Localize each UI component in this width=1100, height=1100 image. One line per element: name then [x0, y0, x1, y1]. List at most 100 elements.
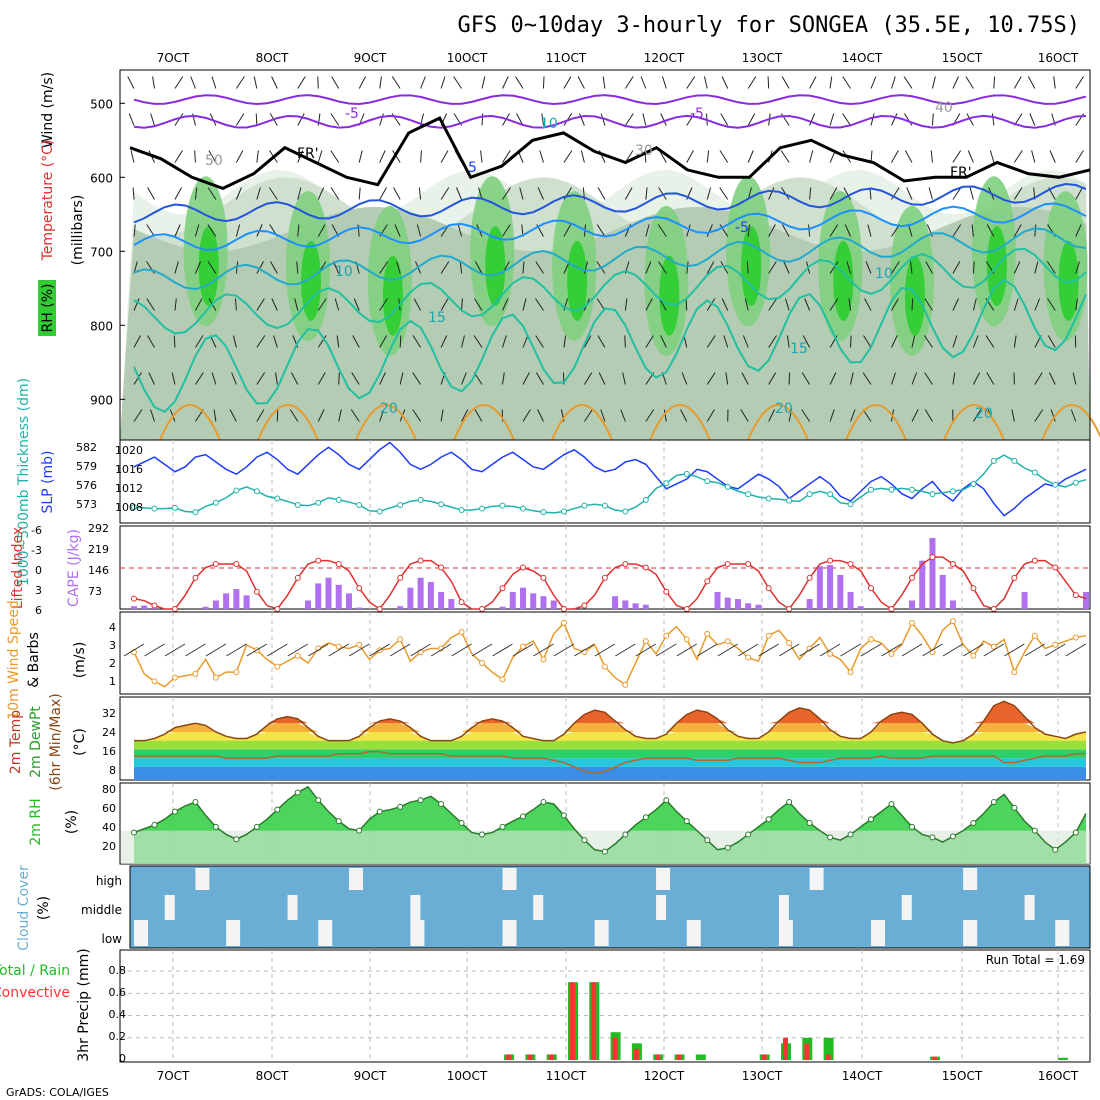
wind-barb [829, 187, 838, 200]
lifted-index-point [315, 557, 322, 564]
wind-barb [174, 261, 179, 274]
date-label-bottom: 14OCT [842, 1069, 883, 1083]
warm-contour [845, 404, 907, 441]
thickness-point [171, 504, 178, 511]
wind-barb-10m [410, 643, 431, 657]
wind-barb [985, 335, 995, 348]
wind-speed-point [151, 678, 158, 685]
cape-bar [315, 583, 322, 609]
wind-barb [502, 224, 511, 237]
wind-speed-point [888, 650, 895, 657]
wind-barb [208, 150, 217, 163]
cape-label: CAPE (J/kg) [66, 529, 82, 607]
cape-bar [1021, 591, 1028, 609]
lifted-index-point [233, 561, 240, 568]
wind-barb [234, 298, 237, 311]
wind-barb [132, 187, 135, 200]
lifted-index-point [970, 585, 977, 592]
wind-barb [911, 372, 918, 385]
wind-barb [474, 409, 483, 422]
wind-barb [174, 298, 177, 311]
li-tick: 0 [35, 564, 42, 577]
wind-barb [624, 187, 633, 200]
rh2m-point [356, 827, 363, 834]
wind-barb-10m [1045, 643, 1066, 657]
wind-barb [194, 187, 198, 200]
rh2m-point [683, 818, 690, 825]
precip-conv-bar [633, 1048, 639, 1060]
wind-barb [542, 76, 545, 89]
date-label-top: 16OCT [1038, 51, 1079, 65]
wind-barb [657, 224, 667, 237]
wind-barb [1075, 224, 1082, 237]
wind-speed-point [540, 656, 547, 663]
wind-barb [640, 76, 647, 89]
wind-barb [842, 113, 851, 126]
wind-barb [969, 187, 974, 200]
wind-barb [194, 298, 203, 311]
wind-barb [502, 76, 509, 89]
wind-barb [1047, 335, 1056, 348]
wind-barb [317, 372, 326, 385]
precip-label: 3hr Precip (mm) [76, 948, 92, 1061]
slp-tick: 1020 [115, 444, 143, 457]
wind-barb [931, 76, 936, 89]
wind-barb [768, 409, 776, 422]
cape-bar [806, 599, 813, 609]
temp-tick: 24 [102, 726, 116, 739]
wind-barb [235, 187, 242, 200]
cloud-level: middle [81, 903, 122, 917]
wind-barb [930, 150, 933, 163]
wind-barb [1034, 372, 1043, 385]
lifted-index-point [724, 561, 731, 568]
wind-barb [1013, 224, 1022, 237]
cape-tick: 292 [88, 522, 109, 535]
cloud-gap-low [502, 920, 517, 946]
precip-tick: 0.8 [109, 964, 127, 977]
wind-barb [911, 335, 916, 348]
lifted-index-point [560, 606, 567, 612]
cape-bar [223, 593, 230, 609]
wind-barb-10m [553, 643, 575, 657]
thickness-point [253, 488, 260, 495]
wind-barb-10m [246, 643, 268, 657]
warm-contour [943, 404, 1005, 441]
wind-barb [379, 261, 389, 274]
wind-barb [925, 261, 933, 274]
lifted-index-point [335, 561, 342, 568]
date-label-top: 15OCT [942, 51, 983, 65]
wind-barb-10m [267, 643, 288, 657]
wind-barb [600, 113, 606, 126]
cape-bar [540, 596, 547, 609]
wind-barb-10m [942, 643, 964, 657]
wind-barb-10m [717, 643, 738, 657]
wind-barb [461, 298, 463, 311]
rh2m-point [622, 831, 629, 838]
wind-barb [967, 150, 974, 163]
rh2m-point [417, 797, 424, 804]
wind-barb [174, 187, 182, 200]
wind-barb [577, 76, 585, 89]
rh2m-point [131, 829, 137, 836]
wind-barb [399, 372, 404, 385]
wind-barb [358, 187, 361, 200]
slp-panel-frame [119, 439, 1091, 524]
wind-barb [829, 113, 835, 126]
wind-barb-10m [922, 643, 943, 657]
wind-barb [741, 372, 749, 385]
wind-barb [481, 76, 486, 89]
rh-blob-core [198, 226, 219, 307]
wind-barb [1029, 113, 1036, 126]
cape-bar [755, 604, 762, 609]
lifted-index-line [133, 556, 1087, 611]
thickness-point [642, 496, 649, 503]
rh2m-point [1031, 827, 1038, 834]
rh2m-point [253, 823, 260, 830]
rh2m-point [704, 837, 711, 844]
thickness-point [704, 478, 711, 485]
wind-barb [624, 335, 626, 348]
lifted-index-point [908, 574, 915, 581]
temp-contour-6 [133, 278, 1087, 414]
wind-barb [296, 261, 299, 274]
wind-barb [829, 409, 835, 422]
